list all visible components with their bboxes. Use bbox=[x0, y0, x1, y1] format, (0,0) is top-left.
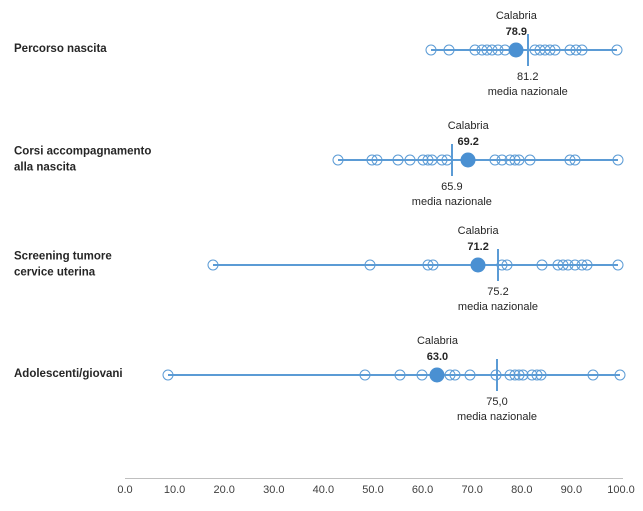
region-point bbox=[332, 154, 344, 166]
calabria-name-label: Calabria bbox=[457, 225, 499, 237]
x-axis-tick-label: 70.0 bbox=[461, 484, 483, 496]
region-point bbox=[464, 369, 476, 381]
region-point bbox=[441, 154, 453, 166]
calabria-name-label: Calabria bbox=[416, 335, 458, 347]
x-axis-tick-label: 80.0 bbox=[511, 484, 533, 496]
region-point bbox=[443, 44, 455, 56]
region-point bbox=[612, 259, 624, 271]
region-point bbox=[535, 369, 547, 381]
media-caption-label: media nazionale bbox=[456, 411, 538, 423]
region-point bbox=[449, 369, 461, 381]
series-line bbox=[168, 374, 620, 376]
category-label: Corsi accompagnamento alla nascita bbox=[14, 145, 152, 173]
region-point bbox=[490, 369, 502, 381]
region-point bbox=[549, 44, 561, 56]
x-axis-tick-label: 100.0 bbox=[607, 484, 635, 496]
region-point bbox=[576, 44, 588, 56]
region-point bbox=[513, 154, 525, 166]
x-axis-tick-label: 50.0 bbox=[362, 484, 384, 496]
x-axis-tick-label: 0.0 bbox=[117, 484, 133, 496]
region-point bbox=[536, 259, 548, 271]
region-point bbox=[612, 154, 624, 166]
region-point bbox=[392, 154, 404, 166]
calabria-value-label: 71.2 bbox=[467, 241, 489, 253]
media-caption-label: media nazionale bbox=[487, 86, 568, 98]
region-point bbox=[162, 369, 174, 381]
media-value-label: 65.9 bbox=[441, 181, 463, 193]
calabria-name-label: Calabria bbox=[495, 10, 537, 22]
region-point bbox=[359, 369, 371, 381]
region-point bbox=[427, 259, 439, 271]
calabria-point bbox=[429, 367, 445, 383]
category-label: Adolescenti/giovani bbox=[14, 368, 123, 381]
region-point bbox=[587, 369, 599, 381]
series-line bbox=[431, 49, 618, 51]
calabria-value-label: 69.2 bbox=[457, 136, 479, 148]
media-value-label: 81.2 bbox=[517, 71, 539, 83]
x-axis-tick-label: 20.0 bbox=[213, 484, 235, 496]
calabria-point bbox=[508, 42, 524, 58]
x-axis-tick-label: 40.0 bbox=[312, 484, 335, 496]
calabria-name-label: Calabria bbox=[447, 120, 489, 132]
x-axis-tick-label: 30.0 bbox=[263, 484, 285, 496]
media-caption-label: media nazionale bbox=[457, 301, 539, 313]
x-axis-tick-label: 60.0 bbox=[411, 484, 434, 496]
region-point bbox=[614, 369, 626, 381]
category-label: Percorso nascita bbox=[14, 43, 107, 56]
x-axis-tick-label: 10.0 bbox=[163, 484, 186, 496]
region-point bbox=[425, 44, 437, 56]
region-point bbox=[524, 154, 536, 166]
calabria-point bbox=[470, 257, 486, 273]
category-label: Screening tumore cervice uterina bbox=[14, 250, 112, 278]
media-line bbox=[526, 34, 529, 66]
region-point bbox=[404, 154, 416, 166]
series-line bbox=[212, 264, 618, 266]
calabria-value-label: 63.0 bbox=[426, 351, 449, 363]
calabria-point bbox=[460, 152, 476, 168]
calabria-value-label: 78.9 bbox=[505, 26, 528, 38]
series-line bbox=[337, 159, 619, 161]
media-value-label: 75,0 bbox=[486, 396, 508, 408]
media-caption-label: media nazionale bbox=[411, 196, 492, 208]
region-point bbox=[611, 44, 623, 56]
x-axis-line bbox=[125, 478, 623, 479]
region-point bbox=[416, 369, 428, 381]
media-value-label: 75.2 bbox=[487, 286, 509, 298]
region-point bbox=[364, 259, 376, 271]
region-point bbox=[394, 369, 406, 381]
region-point bbox=[207, 259, 219, 271]
region-point bbox=[371, 154, 383, 166]
region-point bbox=[569, 154, 581, 166]
region-point bbox=[581, 259, 593, 271]
region-point bbox=[501, 259, 513, 271]
x-axis-tick-label: 90.0 bbox=[560, 484, 583, 496]
